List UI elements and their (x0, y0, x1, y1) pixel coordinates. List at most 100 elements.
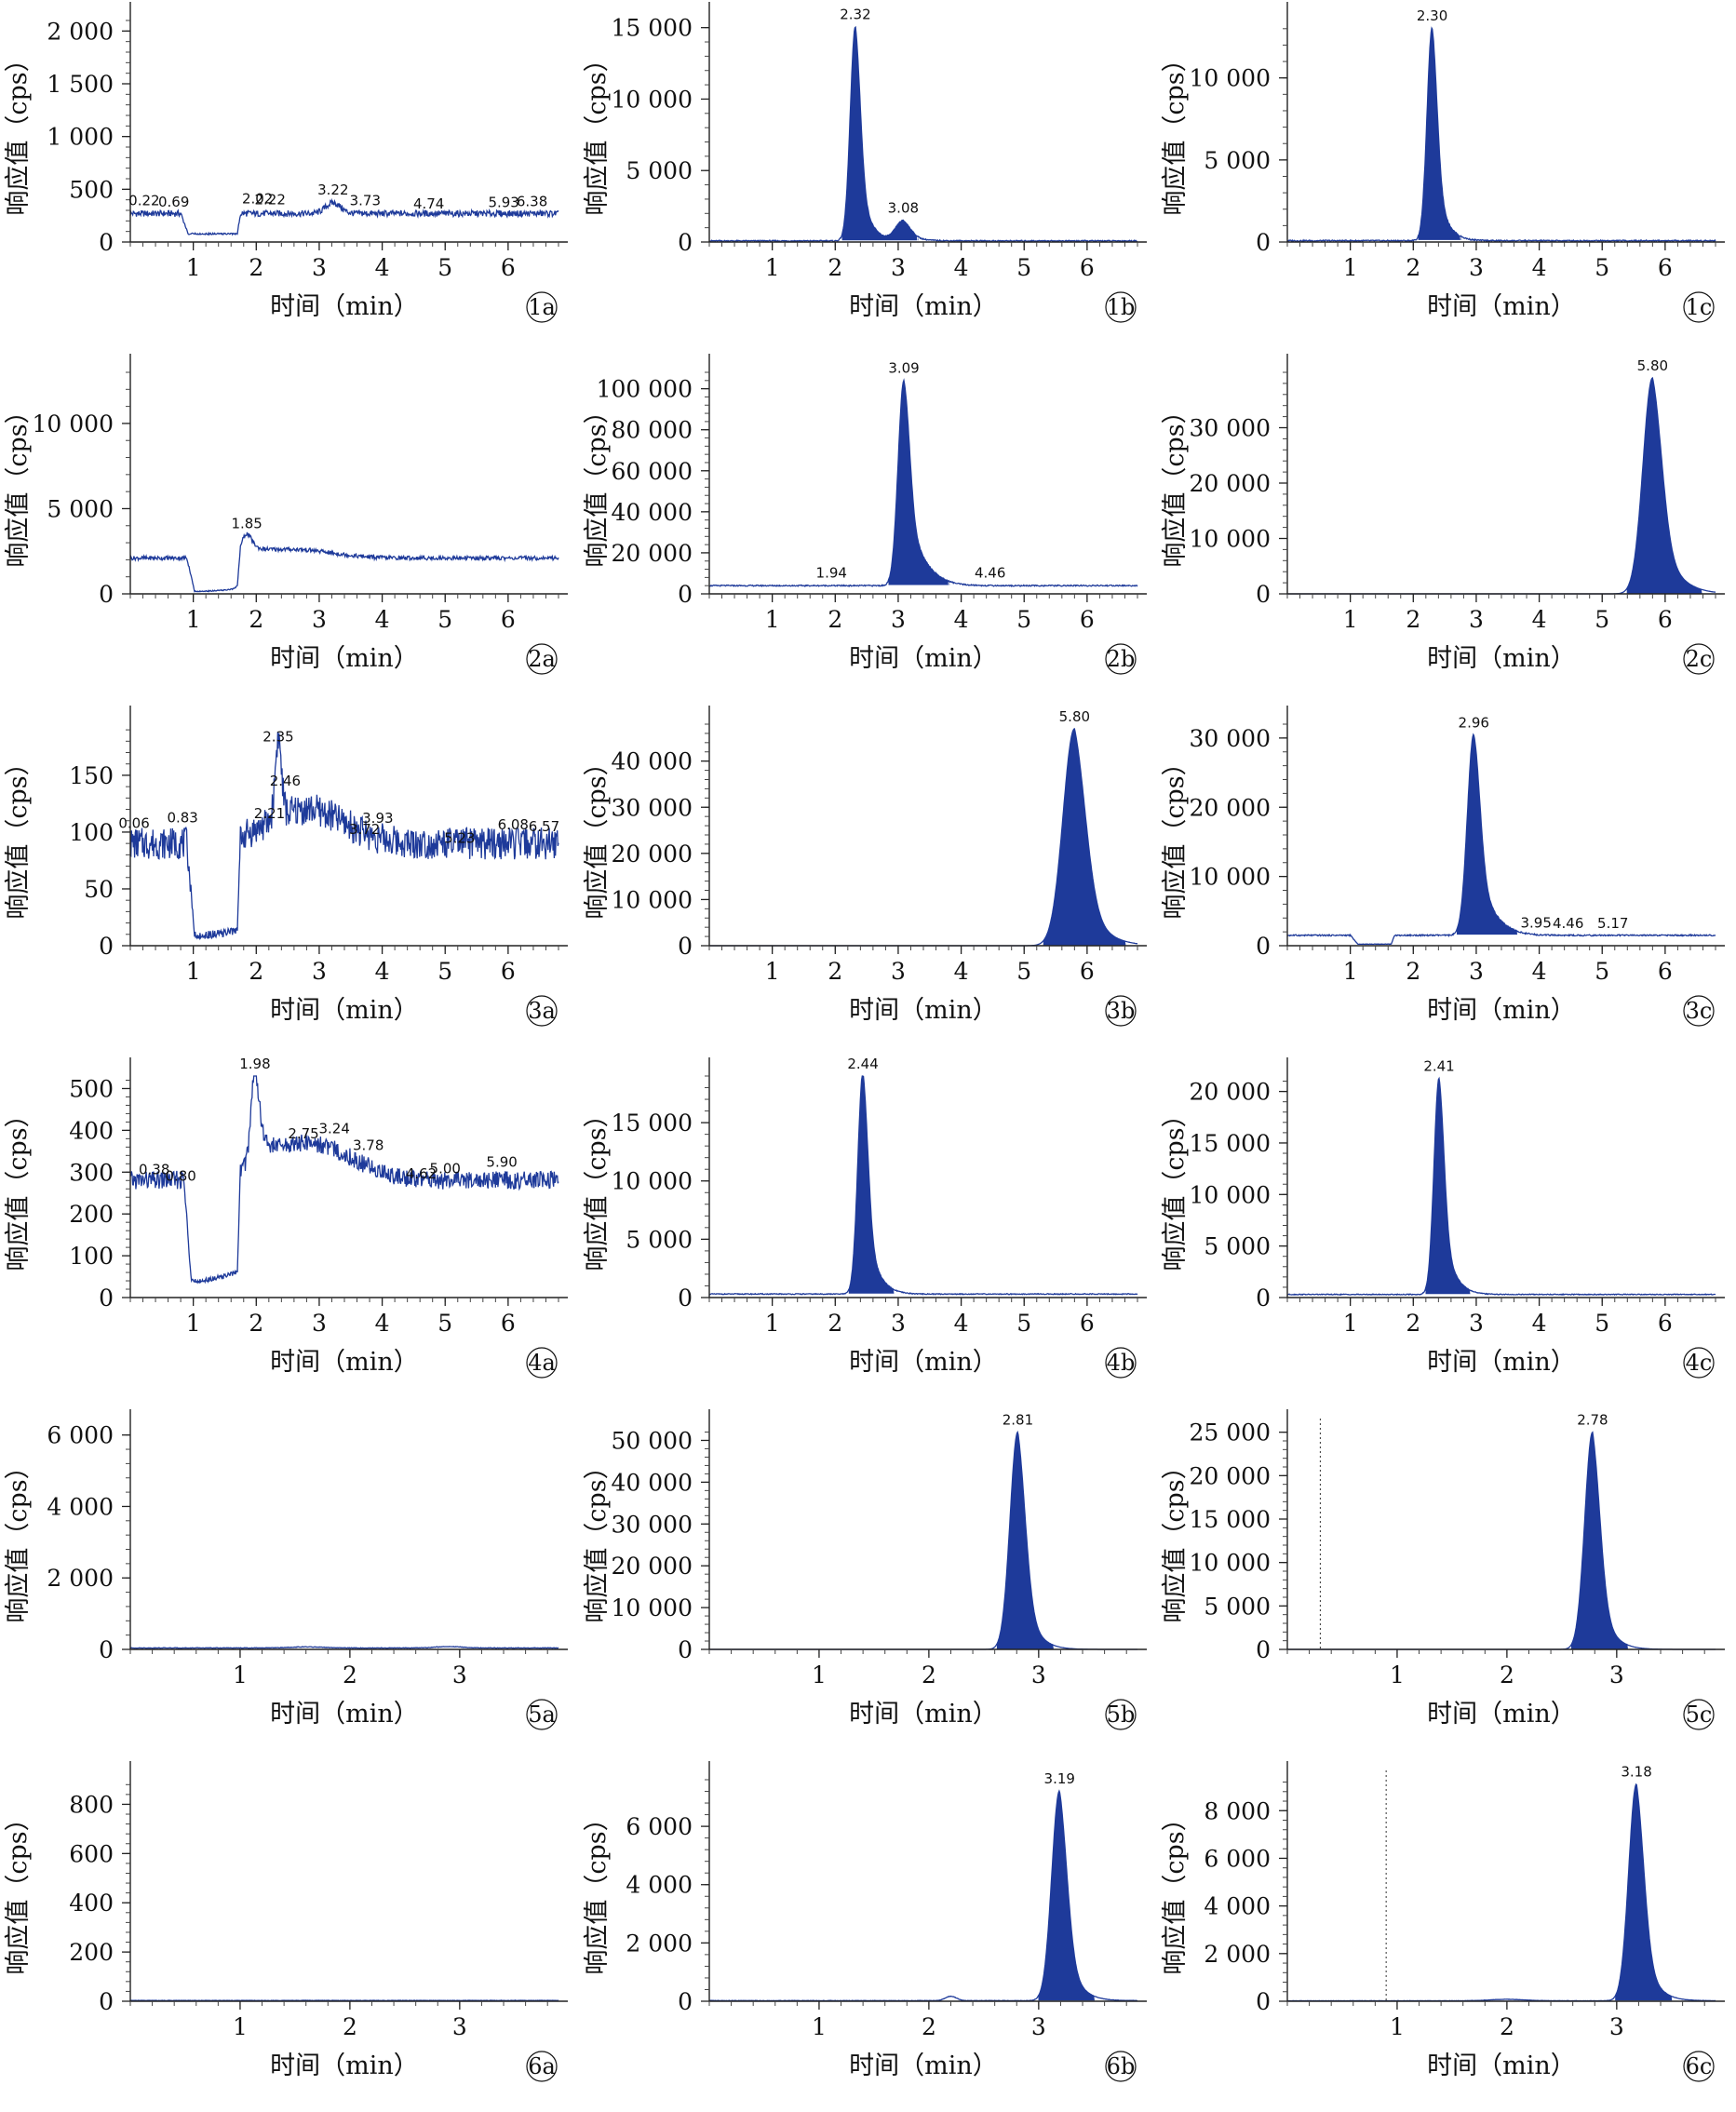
x-axis-label: 时间（min） (849, 292, 998, 321)
chromatogram-5c: 1 2 3 0 5 000 10 000 15 000 20 000 25 000 2.78 响应值… (1157, 1407, 1735, 1759)
chromatogram-6c: 1 2 3 0 2 000 4 000 6 000 8 000 3.18 响应值（cps） 时间（m… (1157, 1759, 1735, 2111)
x-tick-label: 2 (249, 958, 263, 985)
chart-svg-1b: 1 2 3 4 5 6 0 5 000 10 000 15 000 2.32 3.08 响应值（cps）… (583, 2, 1147, 323)
y-axis-label: 响应值（cps） (4, 1806, 33, 1974)
x-tick-label: 5 (437, 958, 452, 985)
x-tick-label: 1 (1343, 958, 1358, 985)
peak-area-5c (1570, 1432, 1628, 1649)
x-tick-label: 2 (1500, 1661, 1514, 1688)
panel-label: 2b (1107, 646, 1136, 672)
y-tick-label: 500 (69, 176, 114, 203)
y-tick-label: 6 000 (1204, 1845, 1271, 1872)
peak-area-4c (1425, 1078, 1471, 1295)
trace-line-5c (1287, 1431, 1716, 1650)
chromatogram-1b: 1 2 3 4 5 6 0 5 000 10 000 15 000 2.32 3.08 响应值（cps）… (579, 0, 1157, 352)
peak-label: 0.06 (118, 815, 149, 832)
x-tick-label: 6 (501, 958, 516, 985)
chart-svg-1a: 1 2 3 4 5 6 0 500 1 000 1 500 2 000 0.220.69 2.022.2… (4, 2, 568, 323)
peak-label: 2.35 (262, 728, 293, 745)
peak-label: 6.08 (498, 816, 529, 833)
y-tick-label: 10 000 (612, 1168, 693, 1195)
y-axis-label: 响应值（cps） (583, 47, 612, 215)
chart-svg-5a: 1 2 3 0 2 000 4 000 6 000 响应值（cps） 时间（min） 5a (4, 1409, 568, 1730)
y-tick-label: 50 (84, 876, 114, 903)
panel-label-circle (1683, 1347, 1715, 1379)
peak-area-1b (841, 27, 919, 241)
y-axis-label: 响应值（cps） (583, 398, 612, 567)
peak-label: 3.93 (362, 810, 393, 827)
chart-svg-2a: 1 2 3 4 5 6 0 5 000 10 000 1.85 响应值（cps） 时间（min） 2a (4, 354, 568, 675)
x-tick-label: 2 (343, 1661, 357, 1688)
peak-label: 4.74 (413, 195, 444, 212)
y-tick-label: 200 (69, 1201, 114, 1228)
y-tick-label: 2 000 (626, 1930, 693, 1957)
peak-label: 5.17 (1597, 915, 1628, 932)
x-tick-label: 2 (922, 1661, 936, 1688)
trace-line-3c (1286, 733, 1716, 946)
y-tick-label: 15 000 (612, 15, 693, 42)
peak-label: 2.78 (1577, 1412, 1608, 1429)
y-tick-label: 1 000 (47, 124, 114, 151)
x-axis-label: 时间（min） (270, 2051, 419, 2080)
y-tick-label: 0 (678, 1636, 693, 1663)
x-tick-label: 2 (1406, 958, 1420, 985)
x-tick-label: 6 (1658, 606, 1673, 633)
chart-svg-2b: 1 2 3 4 5 6 0 20 000 40 000 60 000 80 000 100 000 1.… (583, 354, 1147, 675)
y-tick-label: 800 (69, 1791, 114, 1818)
trace-line-1a (129, 197, 559, 236)
y-tick-label: 30 000 (1190, 415, 1271, 442)
chromatogram-6a: 1 2 3 0 200 400 600 800 响应值（cps） 时间（min） 6a (0, 1759, 578, 2111)
y-tick-label: 8 000 (1204, 1797, 1271, 1824)
x-tick-label: 5 (1595, 254, 1609, 281)
chromatogram-2a: 1 2 3 4 5 6 0 5 000 10 000 1.85 响应值（cps） 时间（min） 2a (0, 352, 578, 704)
y-tick-label: 2 000 (1204, 1941, 1271, 1968)
chromatogram-5a: 1 2 3 0 2 000 4 000 6 000 响应值（cps） 时间（min） 5a (0, 1407, 578, 1759)
x-tick-label: 6 (501, 1310, 516, 1337)
x-tick-label: 3 (312, 1310, 327, 1337)
x-tick-label: 6 (1658, 254, 1673, 281)
panel-label: 3c (1686, 998, 1713, 1024)
chromatogram-4c: 1 2 3 4 5 6 0 5 000 10 000 15 000 20 000 2.41 响应值（cp… (1157, 1056, 1735, 1407)
y-tick-label: 5 000 (626, 157, 693, 184)
y-tick-label: 0 (678, 581, 693, 608)
y-tick-label: 20 000 (612, 841, 693, 868)
x-tick-label: 3 (312, 606, 327, 633)
x-tick-label: 4 (375, 606, 390, 633)
peak-area-4b (848, 1076, 895, 1294)
y-tick-label: 500 (69, 1075, 114, 1102)
y-tick-label: 6 000 (47, 1422, 114, 1449)
panel-label: 4c (1686, 1350, 1713, 1376)
y-tick-label: 25 000 (1190, 1419, 1271, 1446)
y-tick-label: 0 (1256, 1636, 1271, 1663)
x-axis-label: 时间（min） (1427, 644, 1576, 673)
x-tick-label: 2 (1406, 1310, 1420, 1337)
chart-svg-2c: 1 2 3 4 5 6 0 10 000 20 000 30 000 5.80 响应值（cps） 时间（… (1161, 354, 1725, 675)
y-tick-label: 0 (1256, 229, 1271, 256)
x-axis-label: 时间（min） (849, 1700, 998, 1729)
trace-line-5a (129, 1646, 559, 1649)
peak-label: 5.90 (486, 1154, 517, 1171)
x-tick-label: 6 (1658, 958, 1673, 985)
x-tick-label: 4 (1532, 1310, 1547, 1337)
chromatogram-4b: 1 2 3 4 5 6 0 5 000 10 000 15 000 2.44 响应值（cps） 时间（m… (579, 1056, 1157, 1407)
panel-label-circle (1105, 1699, 1137, 1730)
x-tick-label: 3 (891, 606, 906, 633)
x-tick-label: 6 (1658, 1310, 1673, 1337)
y-axis-label: 响应值（cps） (583, 1806, 612, 1974)
peak-label: 4.62 (406, 1165, 437, 1182)
y-tick-label: 2 000 (47, 18, 114, 45)
x-tick-label: 3 (312, 958, 327, 985)
chart-svg-5c: 1 2 3 0 5 000 10 000 15 000 20 000 25 000 2.78 响应值… (1161, 1409, 1725, 1730)
y-tick-label: 15 000 (1190, 1130, 1271, 1157)
chart-svg-4b: 1 2 3 4 5 6 0 5 000 10 000 15 000 2.44 响应值（cps） 时间（m… (583, 1056, 1147, 1379)
chart-svg-4c: 1 2 3 4 5 6 0 5 000 10 000 15 000 20 000 2.41 响应值（cp… (1161, 1057, 1725, 1379)
chromatogram-5b: 1 2 3 0 10 000 20 000 30 000 40 000 50 000 2.81 响应… (579, 1407, 1157, 1759)
peak-label: 2.02 (242, 191, 273, 208)
y-tick-label: 1 500 (47, 71, 114, 98)
x-tick-label: 5 (1595, 958, 1609, 985)
peak-label: 3.95 (1521, 915, 1552, 932)
x-tick-label: 1 (1390, 2013, 1405, 2040)
y-tick-label: 20 000 (1190, 1079, 1271, 1106)
peak-label: 0.22 (128, 193, 159, 209)
